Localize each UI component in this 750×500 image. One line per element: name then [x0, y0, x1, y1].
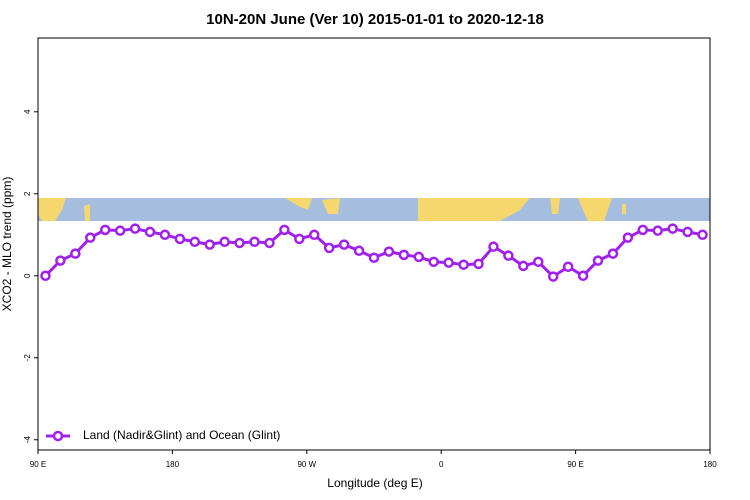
land — [622, 204, 626, 214]
point — [204, 239, 215, 250]
point — [99, 224, 111, 236]
y-tick-label: -4 — [23, 436, 32, 444]
point — [622, 232, 634, 243]
point — [70, 248, 81, 259]
land — [285, 198, 312, 210]
point — [159, 229, 171, 241]
point — [323, 242, 335, 254]
point — [667, 223, 678, 234]
point — [697, 229, 708, 241]
point — [443, 257, 454, 268]
point — [294, 233, 305, 245]
point — [607, 248, 619, 259]
point — [577, 270, 589, 282]
point — [518, 260, 529, 272]
point — [592, 255, 604, 266]
point — [637, 224, 649, 236]
point — [55, 255, 66, 266]
chart-title: 10N-20N June (Ver 10) 2015-01-01 to 2020… — [206, 11, 544, 28]
point — [398, 249, 410, 261]
ocean — [38, 198, 710, 221]
x-tick-label: 180 — [703, 460, 717, 469]
x-tick-label: 0 — [439, 460, 444, 469]
land — [418, 198, 530, 221]
point — [40, 270, 51, 282]
point — [189, 236, 201, 247]
point — [249, 236, 260, 247]
point — [473, 258, 484, 270]
point — [264, 237, 275, 249]
point — [368, 252, 380, 263]
point — [533, 256, 544, 268]
point — [234, 237, 245, 249]
land — [550, 198, 560, 214]
land — [578, 198, 612, 221]
x-tick-label: 180 — [166, 460, 180, 469]
point — [279, 224, 290, 236]
point — [353, 245, 365, 257]
plot-frame — [37, 37, 711, 451]
point — [458, 259, 469, 270]
x-axis-label: Longitude (deg E) — [327, 476, 422, 490]
y-tick-label: 0 — [23, 273, 32, 278]
y-tick-label: 4 — [23, 109, 32, 114]
point — [547, 271, 559, 282]
point — [144, 226, 156, 238]
point — [338, 239, 350, 250]
y-tick-label: 2 — [23, 191, 32, 196]
land — [84, 204, 90, 221]
land — [38, 198, 66, 221]
land — [322, 198, 340, 214]
point — [682, 226, 693, 238]
point — [85, 232, 96, 243]
x-tick-label: 90 E — [567, 460, 583, 469]
point — [309, 229, 320, 241]
point — [428, 256, 439, 268]
point — [652, 225, 663, 236]
map-band — [38, 198, 710, 221]
point — [114, 225, 126, 236]
legend-label: Land (Nadir&Glint) and Ocean (Glint) — [83, 428, 280, 442]
point — [383, 246, 395, 257]
x-tick-label: 90 W — [297, 460, 316, 469]
point — [129, 223, 141, 234]
point — [503, 250, 514, 261]
y-tick-label: -2 — [23, 354, 32, 362]
legend-marker — [52, 430, 64, 442]
point — [413, 251, 425, 263]
x-tick-label: 90 E — [30, 460, 46, 469]
point — [219, 236, 230, 247]
point — [174, 233, 186, 245]
y-axis-label: XCO2 - MLO trend (ppm) — [0, 177, 14, 312]
point — [562, 261, 574, 273]
point — [488, 241, 499, 252]
